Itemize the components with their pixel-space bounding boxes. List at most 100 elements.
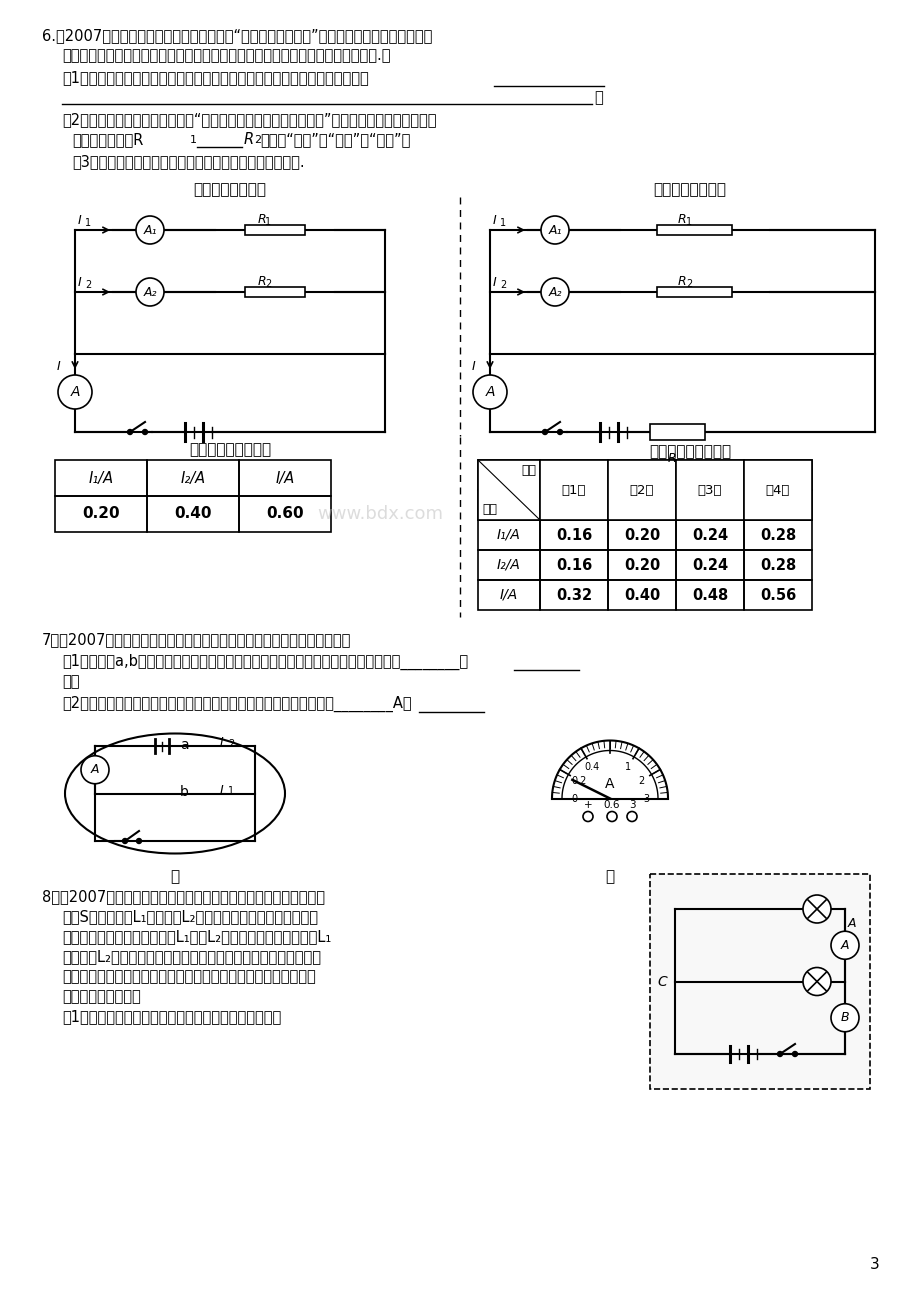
Circle shape [802,967,830,996]
Text: I₁/A: I₁/A [88,471,113,485]
Circle shape [472,374,506,410]
Text: （1）请你在a,b导线中撒提一根多余的导线，使电路符合实验要求。你选择撒掉的是________导: （1）请你在a,b导线中撒提一根多余的导线，使电路符合实验要求。你选择撒掉的是_… [62,654,468,671]
Bar [539,580,607,610]
Bar [539,490,607,520]
Text: +: + [583,801,592,810]
Text: 第3次: 第3次 [697,484,721,497]
Bar [147,460,239,497]
Bar [743,550,811,580]
Ellipse shape [65,733,285,854]
Text: 2: 2 [638,776,643,785]
Bar [55,497,147,532]
Text: 电流: 电流 [482,503,496,516]
Text: 电路图及实验数据记录如下所示．（小芳和小明电路连接及记录的数据都没有错误.）: 电路图及实验数据记录如下所示．（小芳和小明电路连接及记录的数据都没有错误.） [62,48,390,62]
Text: I₁/A: I₁/A [496,528,520,542]
Text: 小明的实验数据记录: 小明的实验数据记录 [648,445,731,459]
Bar [657,287,732,296]
Text: A: A [91,763,99,776]
Text: R: R [667,452,675,465]
Text: 2: 2 [254,135,261,146]
Text: （选择“大于”、“小于”、“等于”）: （选择“大于”、“小于”、“等于”） [260,133,410,147]
Text: 2: 2 [85,280,91,290]
Text: A₁: A₁ [548,224,562,237]
Text: I: I [57,360,61,373]
Text: 3: 3 [628,801,635,810]
Circle shape [128,429,132,434]
Text: L: L [220,784,227,797]
Text: A: A [70,385,80,399]
Bar [607,580,675,610]
Bar [650,874,869,1089]
Bar [478,490,539,520]
Circle shape [136,838,142,844]
Text: 请你完成下列问题：: 请你完成下列问题： [62,989,141,1004]
Text: 0.20: 0.20 [82,507,119,521]
Text: 0: 0 [571,793,576,803]
Text: 1: 1 [686,217,691,228]
Circle shape [777,1052,782,1057]
Text: 0.24: 0.24 [691,528,727,542]
Text: 0.16: 0.16 [555,558,592,572]
Text: 0.16: 0.16 [555,528,592,542]
Circle shape [136,278,164,306]
Bar [743,460,811,490]
Text: 0.56: 0.56 [759,588,795,602]
Text: 1: 1 [85,218,91,227]
Text: 0.20: 0.20 [623,528,660,542]
Text: A: A [847,918,856,931]
Text: I: I [78,276,82,289]
Text: b: b [180,785,188,800]
Text: A₂: A₂ [548,286,562,299]
Text: I: I [78,214,82,227]
Text: 0.4: 0.4 [584,762,599,772]
Text: （2）小明根据他的实验数据断定“并联电路各支路的电流一定相等”，这是因为他选用的两个电: （2）小明根据他的实验数据断定“并联电路各支路的电流一定相等”，这是因为他选用的… [62,112,436,127]
Text: 1: 1 [265,217,271,228]
Text: 小明的实验电路图: 小明的实验电路图 [652,182,726,198]
Text: A: A [605,776,614,790]
Text: I: I [471,360,475,373]
Bar [607,550,675,580]
Text: 1: 1 [499,218,505,227]
Text: 开关S后，发现灯L₁较亮，灯L₂较暗。他对这一现象的解释是：: 开关S后，发现灯L₁较亮，灯L₂较暗。他对这一现象的解释是： [62,909,318,924]
Text: I/A: I/A [499,588,517,602]
Text: B: B [840,1011,848,1024]
Bar [657,225,732,235]
Text: （1）在上面虚线框中，画出小欢所设计的实验电路图。: （1）在上面虚线框中，画出小欢所设计的实验电路图。 [62,1009,281,1024]
Text: 3: 3 [869,1257,879,1271]
Text: 2: 2 [265,280,271,289]
Text: 8．（2007年北京）小林用如图所示的电路研究串联电路特点，闭合: 8．（2007年北京）小林用如图所示的电路研究串联电路特点，闭合 [42,889,324,903]
Text: R: R [257,213,267,226]
Bar [539,460,607,520]
Text: 较亮，灯L₂较暗，小欢认为小林的解释是错误的，她只利用图中的: 较亮，灯L₂较暗，小欢认为小林的解释是错误的，她只利用图中的 [62,949,321,965]
Text: 。: 。 [594,90,602,105]
Text: I₂/A: I₂/A [496,558,520,572]
Text: （2）撒掉多余的导线后，闭合开关，电流表的读数如图乙，其读数是________A。: （2）撒掉多余的导线后，闭合开关，电流表的读数如图乙，其读数是________A… [62,696,411,712]
Bar [607,490,675,520]
Text: 0.28: 0.28 [759,528,795,542]
Text: 1: 1 [228,786,233,797]
Text: 1: 1 [190,135,197,146]
Text: 器材设计了一个实验，并根据实验现象说明小林的解释是错误的。: 器材设计了一个实验，并根据实验现象说明小林的解释是错误的。 [62,968,315,984]
Text: 0.2: 0.2 [571,776,586,785]
Bar [147,497,239,532]
Bar [675,580,743,610]
Circle shape [542,429,547,434]
Bar [675,460,743,520]
Bar [607,460,675,520]
Text: A: A [484,385,494,399]
Text: 0.40: 0.40 [174,507,211,521]
Text: C: C [656,975,666,988]
Text: 0.24: 0.24 [691,558,727,572]
Bar [743,490,811,520]
Text: 0.60: 0.60 [266,507,303,521]
Text: 阻大小关系是：R: 阻大小关系是：R [72,133,143,147]
Bar [743,460,811,520]
Text: A₁: A₁ [143,224,156,237]
Bar [675,520,743,550]
Text: 0.48: 0.48 [691,588,727,602]
Text: I: I [493,276,496,289]
Bar [743,520,811,550]
Text: 0.40: 0.40 [623,588,660,602]
Text: 甲: 甲 [170,868,179,884]
Circle shape [540,216,568,244]
